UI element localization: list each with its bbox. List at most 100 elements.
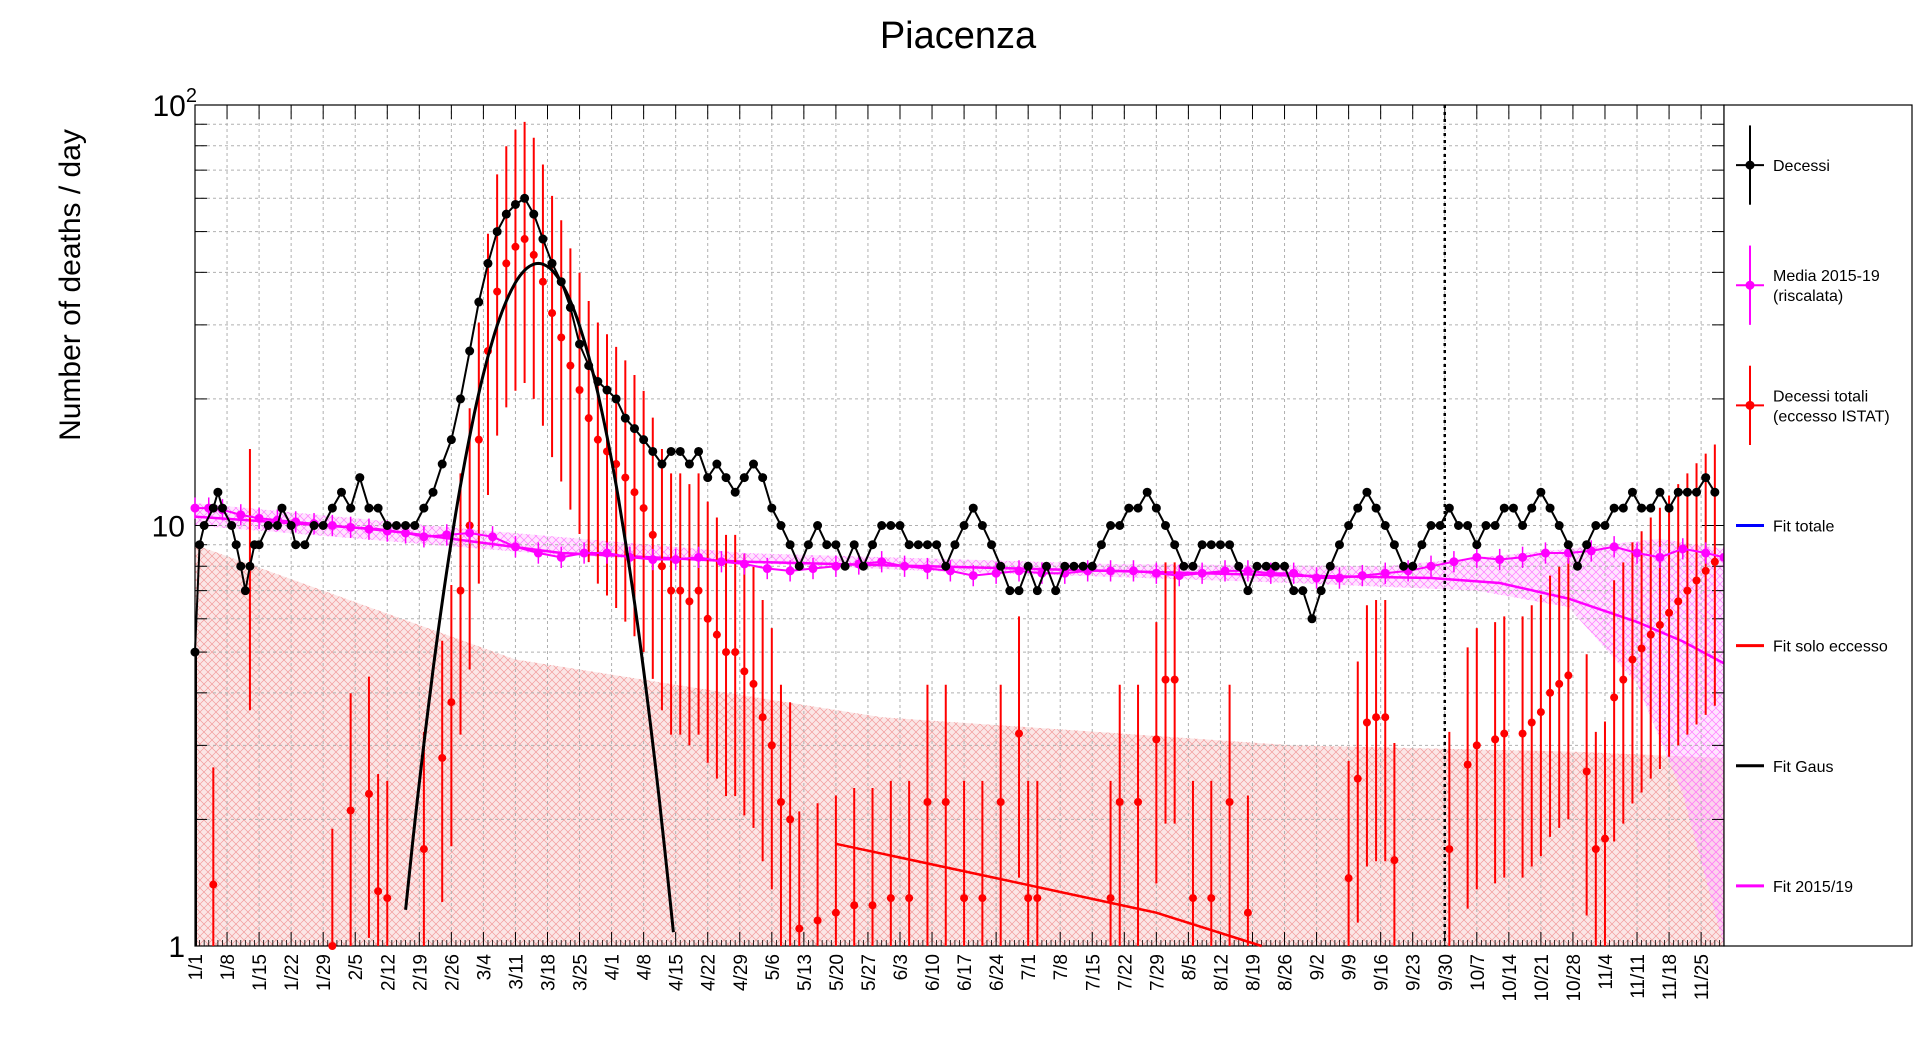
legend-decessi-marker xyxy=(1745,160,1755,170)
deaths-point xyxy=(483,258,493,268)
excess-point xyxy=(374,887,383,896)
deaths-point xyxy=(730,487,740,497)
excess-point xyxy=(1170,675,1179,684)
x-tick-label: 10/28 xyxy=(1564,954,1585,1002)
average-point xyxy=(1197,568,1207,578)
excess-point xyxy=(648,530,657,539)
excess-point xyxy=(1710,557,1719,566)
deaths-point xyxy=(1188,561,1198,571)
deaths-point xyxy=(1463,521,1473,530)
x-tick-label: 1/29 xyxy=(314,954,335,991)
deaths-point xyxy=(1573,561,1583,571)
deaths-point xyxy=(391,521,401,530)
y-tick-label-base: 1 xyxy=(168,931,185,964)
deaths-point xyxy=(1215,540,1225,550)
deaths-point xyxy=(1637,503,1647,513)
average-point xyxy=(648,555,658,565)
deaths-point xyxy=(1591,521,1601,530)
deaths-point xyxy=(419,503,429,513)
average-point xyxy=(1540,548,1550,558)
x-tick-label: 6/24 xyxy=(987,954,1008,991)
excess-point xyxy=(566,361,575,370)
deaths-point xyxy=(1618,503,1628,513)
x-tick-label: 7/29 xyxy=(1147,954,1168,991)
excess-point xyxy=(657,562,666,571)
excess-point xyxy=(1472,741,1481,750)
average-point xyxy=(831,561,841,571)
legend-fit_totale-label: Fit totale xyxy=(1773,519,1834,536)
deaths-point xyxy=(822,540,832,550)
deaths-point xyxy=(1353,503,1363,513)
deaths-point xyxy=(794,561,804,571)
deaths-point xyxy=(346,503,356,513)
excess-point xyxy=(1152,735,1161,744)
deaths-point xyxy=(318,521,328,530)
deaths-point xyxy=(977,521,987,530)
legend-eccesso-label: Decessi totali xyxy=(1773,388,1868,405)
x-tick-label: 5/6 xyxy=(763,954,784,980)
excess-point xyxy=(740,667,749,676)
excess-point xyxy=(1188,894,1197,903)
excess-point xyxy=(1564,671,1573,680)
deaths-point xyxy=(1682,487,1692,497)
deaths-point xyxy=(1609,503,1619,513)
y-tick-label-exponent: 2 xyxy=(186,85,197,107)
fit-excess-line xyxy=(835,842,1262,948)
x-tick-label: 6/17 xyxy=(955,954,976,991)
x-tick-label: 3/18 xyxy=(538,954,559,991)
deaths-point xyxy=(538,234,548,244)
legend-fit_eccesso-label: Fit solo eccesso xyxy=(1773,639,1888,656)
average-point xyxy=(1266,568,1276,578)
x-tick-label: 6/3 xyxy=(891,954,912,980)
deaths-point xyxy=(1032,586,1042,596)
deaths-point xyxy=(1078,561,1088,571)
deaths-point xyxy=(1344,521,1354,530)
deaths-point xyxy=(410,521,420,530)
excess-point xyxy=(1600,834,1609,843)
deaths-point xyxy=(1582,540,1592,550)
deaths-point xyxy=(1600,521,1610,530)
excess-point xyxy=(676,586,685,595)
deaths-point xyxy=(1408,561,1418,571)
average-point xyxy=(465,528,475,538)
deaths-point xyxy=(849,540,859,550)
x-tick-label: 5/20 xyxy=(827,954,848,991)
excess-point xyxy=(529,250,538,259)
legend-media-label: (riscalata) xyxy=(1773,288,1843,305)
excess-point xyxy=(1390,856,1399,865)
legend-decessi-label: Decessi xyxy=(1773,158,1830,175)
average-point xyxy=(762,564,772,574)
deaths-point xyxy=(840,561,850,571)
deaths-point xyxy=(240,586,250,596)
deaths-point xyxy=(1380,521,1390,530)
deaths-point xyxy=(245,561,255,571)
average-point xyxy=(1106,566,1116,576)
x-tick-label: 1/1 xyxy=(186,954,207,980)
deaths-point xyxy=(465,346,475,356)
deaths-point xyxy=(1527,503,1537,513)
deaths-point xyxy=(1289,586,1299,596)
deaths-point xyxy=(1545,503,1555,513)
deaths-point xyxy=(263,521,273,530)
deaths-point xyxy=(300,540,310,550)
deaths-point xyxy=(277,503,287,513)
deaths-point xyxy=(620,413,630,423)
excess-point xyxy=(502,259,511,268)
x-tick-label: 2/12 xyxy=(378,954,399,991)
average-point xyxy=(442,530,452,540)
deaths-point xyxy=(547,258,557,268)
x-tick-label: 9/23 xyxy=(1404,954,1425,991)
excess-point xyxy=(447,698,456,707)
excess-point xyxy=(1372,713,1381,722)
deaths-point xyxy=(446,435,456,445)
average-point xyxy=(1495,555,1505,565)
excess-point xyxy=(712,630,721,639)
deaths-point xyxy=(1481,521,1491,530)
x-tick-label: 9/2 xyxy=(1308,954,1329,980)
excess-point xyxy=(1463,760,1472,769)
deaths-point xyxy=(1673,487,1683,497)
deaths-point xyxy=(648,446,658,456)
deaths-point xyxy=(1096,540,1106,550)
excess-point xyxy=(1024,894,1033,903)
x-tick-label: 7/1 xyxy=(1019,954,1040,980)
